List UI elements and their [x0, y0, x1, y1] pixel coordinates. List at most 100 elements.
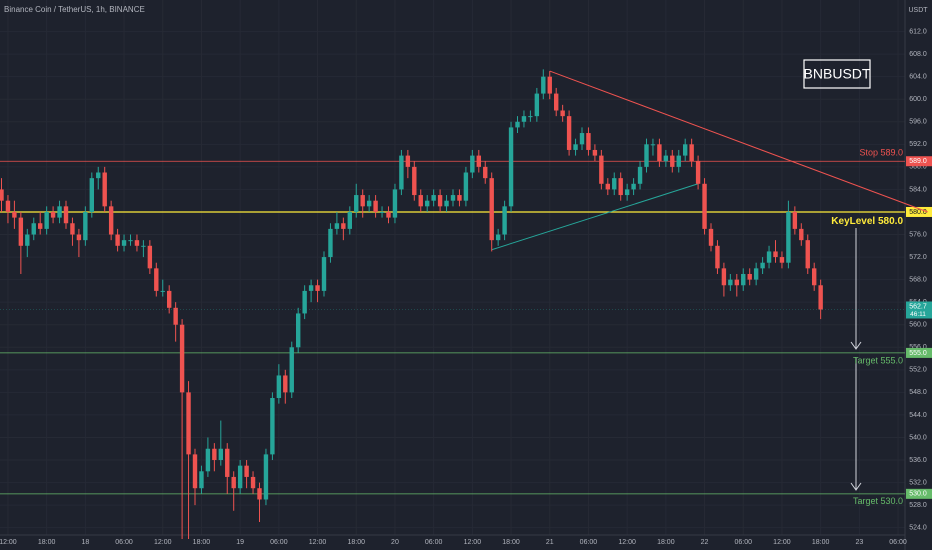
last-price-badge [906, 301, 932, 319]
candle-body [624, 189, 630, 196]
candle-body [683, 144, 688, 156]
candle-body [541, 76, 546, 94]
candle-body [89, 178, 94, 212]
candle-body [108, 206, 114, 235]
candle-body [70, 223, 75, 235]
candle-body [257, 488, 262, 500]
candle-body [599, 155, 604, 184]
candle-body [734, 279, 739, 286]
x-tick-label: 18:00 [657, 539, 675, 546]
candle-body [31, 223, 36, 235]
y-tick-label: 528.0 [909, 502, 927, 509]
candle-body [141, 245, 146, 247]
candle-body [425, 200, 430, 207]
candle-body [728, 279, 733, 286]
candle-body [179, 324, 185, 393]
candle-body [186, 392, 191, 455]
candle-body [328, 228, 333, 258]
axis-level-badge [906, 347, 932, 358]
candle-body [528, 116, 533, 118]
candle-body [663, 155, 669, 162]
candle-body [431, 195, 436, 201]
x-tick-label: 06:00 [270, 539, 288, 546]
candle-body [437, 195, 443, 207]
candle-body [412, 166, 417, 196]
candle-body [18, 217, 24, 246]
y-tick-label: 572.0 [909, 254, 927, 261]
axis-level-label: 530.0 [909, 491, 927, 498]
candle-body [670, 155, 675, 167]
candle-body [676, 155, 681, 167]
candle-body [283, 375, 288, 393]
candle-body [315, 285, 320, 291]
candle-body [276, 375, 282, 399]
candle-body [560, 110, 565, 117]
candle-body [154, 268, 159, 291]
candle-body [495, 234, 501, 241]
x-tick-label: 06:00 [734, 539, 752, 546]
candle-body [818, 285, 823, 310]
y-tick-label: 576.0 [909, 231, 927, 238]
candle-body [244, 465, 249, 477]
candle-body [147, 245, 153, 269]
candle-body [741, 273, 746, 286]
x-tick-label: 22 [701, 539, 709, 546]
candle-body [689, 144, 694, 162]
candle-body [470, 155, 475, 173]
candle-body [644, 144, 649, 167]
y-tick-label: 556.0 [909, 344, 927, 351]
candle-body [263, 454, 269, 500]
candle-body [805, 240, 810, 269]
candle-body [76, 234, 82, 241]
candle-body [515, 121, 520, 128]
candle-body [657, 144, 662, 162]
candle-body [554, 93, 559, 111]
candle-body [392, 189, 398, 218]
x-tick-label: 20 [391, 539, 399, 546]
x-tick-label: 23 [855, 539, 863, 546]
x-tick-label: 19 [236, 539, 244, 546]
candle-body [115, 234, 120, 246]
candle-body [799, 228, 804, 241]
y-tick-label: 560.0 [909, 322, 927, 329]
y-tick-label: 584.0 [909, 186, 927, 193]
candle-body [779, 257, 785, 263]
candle-body [134, 240, 140, 246]
candle-body [792, 211, 798, 229]
x-tick-label: 18:00 [812, 539, 830, 546]
candle-body [160, 290, 165, 292]
candle-body [199, 471, 204, 489]
candle-body [637, 166, 643, 184]
candle-body [418, 195, 423, 207]
candle-body [586, 133, 591, 150]
candle-body [50, 211, 56, 218]
candle-body [612, 178, 617, 190]
candle-body [605, 183, 610, 190]
candle-body [25, 234, 30, 246]
candle-body [121, 240, 127, 246]
symbol-label: BNBUSDT [804, 66, 871, 82]
candle-body [502, 206, 507, 235]
candle-body [457, 195, 462, 201]
symbol-box [803, 59, 871, 89]
candle-body [38, 223, 43, 229]
candle-body [650, 144, 656, 146]
candle-body [341, 223, 346, 229]
axis-level-label: 555.0 [909, 350, 927, 357]
candle-body [721, 268, 727, 286]
candle-body [573, 144, 578, 150]
y-tick-label: 524.0 [909, 525, 927, 532]
x-tick-label: 12:00 [309, 539, 327, 546]
candle-body [302, 290, 307, 314]
countdown-label: 46:11 [910, 311, 926, 318]
axis-unit: USDT [908, 7, 928, 14]
x-tick-label: 12:00 [618, 539, 636, 546]
candle-body [44, 211, 49, 229]
candle-body [205, 448, 211, 472]
x-tick-label: 12:00 [773, 539, 791, 546]
level-label: Target 530.0 [853, 496, 903, 506]
candle-body [250, 476, 256, 489]
candle-body [102, 172, 107, 207]
y-tick-label: 540.0 [909, 434, 927, 441]
